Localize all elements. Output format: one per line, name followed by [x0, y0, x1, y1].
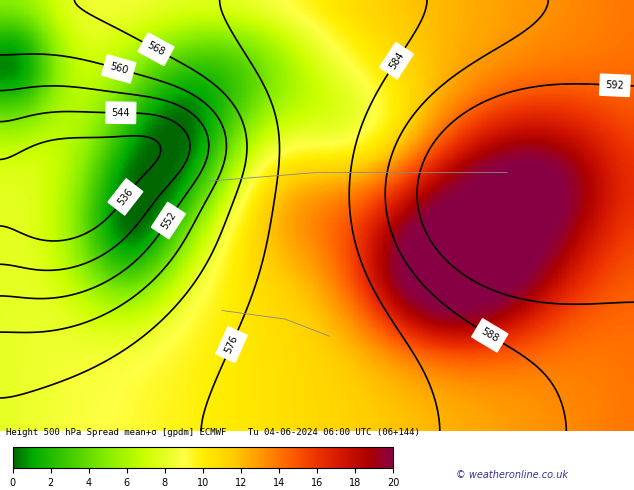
Text: Height 500 hPa Spread mean+σ [gpdm] ECMWF    Tu 04-06-2024 06:00 UTC (06+144): Height 500 hPa Spread mean+σ [gpdm] ECMW… [6, 428, 420, 437]
Text: 544: 544 [112, 108, 130, 118]
Text: 560: 560 [108, 62, 129, 76]
Text: 568: 568 [145, 40, 167, 58]
Text: 584: 584 [387, 50, 406, 71]
Text: 592: 592 [605, 80, 624, 91]
Text: 588: 588 [479, 326, 500, 344]
Text: © weatheronline.co.uk: © weatheronline.co.uk [456, 470, 569, 480]
Text: 536: 536 [116, 187, 135, 207]
Text: 552: 552 [159, 210, 178, 231]
Text: 576: 576 [223, 334, 240, 355]
